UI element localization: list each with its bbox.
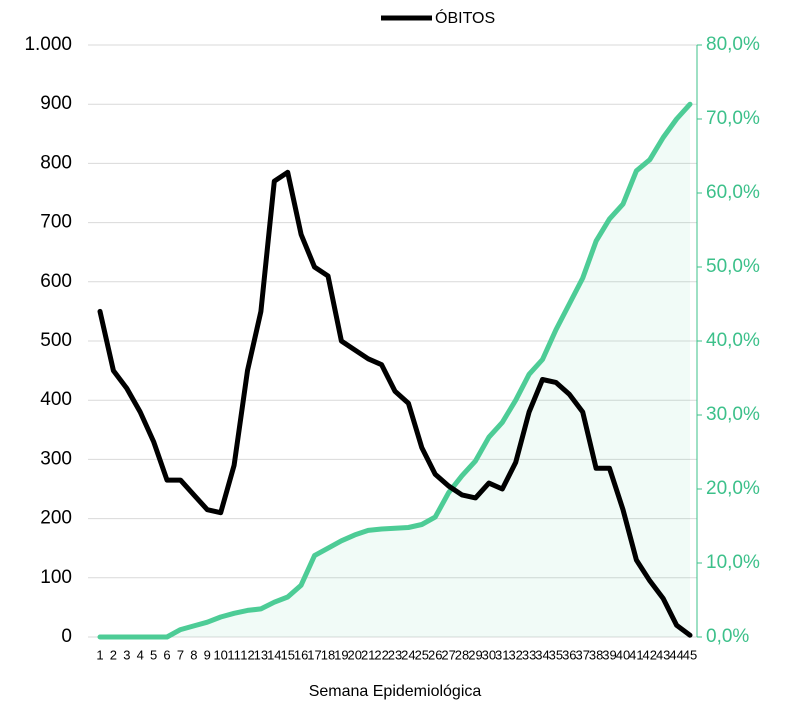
x-tick-label: 44: [669, 647, 683, 662]
y2-tick-label: 80,0%: [706, 34, 760, 55]
area: [100, 104, 690, 637]
x-tick-label: 7: [177, 647, 184, 662]
x-tick-label: 38: [589, 647, 603, 662]
y2-tick-label: 70,0%: [706, 108, 760, 129]
series-line: [97, 101, 693, 640]
x-axis-label: Semana Epidemiológica: [309, 683, 482, 700]
x-tick-label: 15: [280, 647, 294, 662]
x-tick-label: 20: [348, 647, 362, 662]
x-tick-label: 1: [96, 647, 103, 662]
y2-tick-label: 10,0%: [706, 552, 760, 573]
x-tick-label: 22: [374, 647, 388, 662]
x-tick-label: 37: [575, 647, 589, 662]
x-tick-label: 27: [441, 647, 455, 662]
x-tick-label: 32: [508, 647, 522, 662]
x-tick-label: 24: [401, 647, 415, 662]
y-tick-label: 100: [40, 567, 72, 588]
x-tick-label: 3: [123, 647, 130, 662]
x-tick-label: 14: [267, 647, 281, 662]
x-tick-label: 34: [535, 647, 549, 662]
x-tick-label: 41: [629, 647, 643, 662]
y2-tick-label: 30,0%: [706, 404, 760, 425]
x-tick-label: 36: [562, 647, 576, 662]
y2-tick-label: 60,0%: [706, 182, 760, 203]
x-tick-label: 40: [616, 647, 630, 662]
x-tick-label: 45: [683, 647, 697, 662]
y-tick-label: 600: [40, 271, 72, 292]
x-tick-label: 21: [361, 647, 375, 662]
x-tick-label: 42: [643, 647, 657, 662]
x-tick-label: 35: [549, 647, 563, 662]
y2-tick-label: 40,0%: [706, 330, 760, 351]
x-tick-label: 13: [254, 647, 268, 662]
x-tick-label: 5: [150, 647, 157, 662]
x-tick-label: 23: [388, 647, 402, 662]
y-tick-label: 1.000: [24, 34, 72, 55]
x-tick-label: 18: [321, 647, 335, 662]
x-tick-label: 29: [468, 647, 482, 662]
x-tick-label: 19: [334, 647, 348, 662]
x-tick-label: 16: [294, 647, 308, 662]
x-tick-label: 8: [190, 647, 197, 662]
y-tick-label: 700: [40, 212, 72, 233]
x-tick-label: 6: [163, 647, 170, 662]
x-tick-label: 25: [415, 647, 429, 662]
y-tick-label: 800: [40, 152, 72, 173]
x-tick-label: 39: [602, 647, 616, 662]
x-tick-label: 2: [110, 647, 117, 662]
y-tick-label: 400: [40, 389, 72, 410]
x-tick-label: 4: [137, 647, 144, 662]
x-tick-label: 28: [455, 647, 469, 662]
x-tick-label: 9: [204, 647, 211, 662]
y-tick-label: 900: [40, 93, 72, 114]
series-line: [97, 169, 693, 638]
x-tick-label: 43: [656, 647, 670, 662]
y2-tick-label: 20,0%: [706, 478, 760, 499]
y2-tick-label: 0,0%: [706, 626, 749, 647]
x-tick-label: 10: [213, 647, 227, 662]
y-tick-label: 500: [40, 330, 72, 351]
x-tick-label: 11: [227, 647, 241, 662]
x-tick-label: 26: [428, 647, 442, 662]
y-tick-label: 300: [40, 448, 72, 469]
x-tick-label: 31: [495, 647, 509, 662]
y2-tick-label: 50,0%: [706, 256, 760, 277]
legend-label: ÓBITOS: [435, 8, 495, 27]
x-tick-label: 30: [482, 647, 496, 662]
x-tick-label: 17: [307, 647, 321, 662]
y-tick-label: 200: [40, 508, 72, 529]
x-tick-label: 33: [522, 647, 536, 662]
y-tick-label: 0: [61, 626, 72, 647]
x-tick-label: 12: [240, 647, 254, 662]
